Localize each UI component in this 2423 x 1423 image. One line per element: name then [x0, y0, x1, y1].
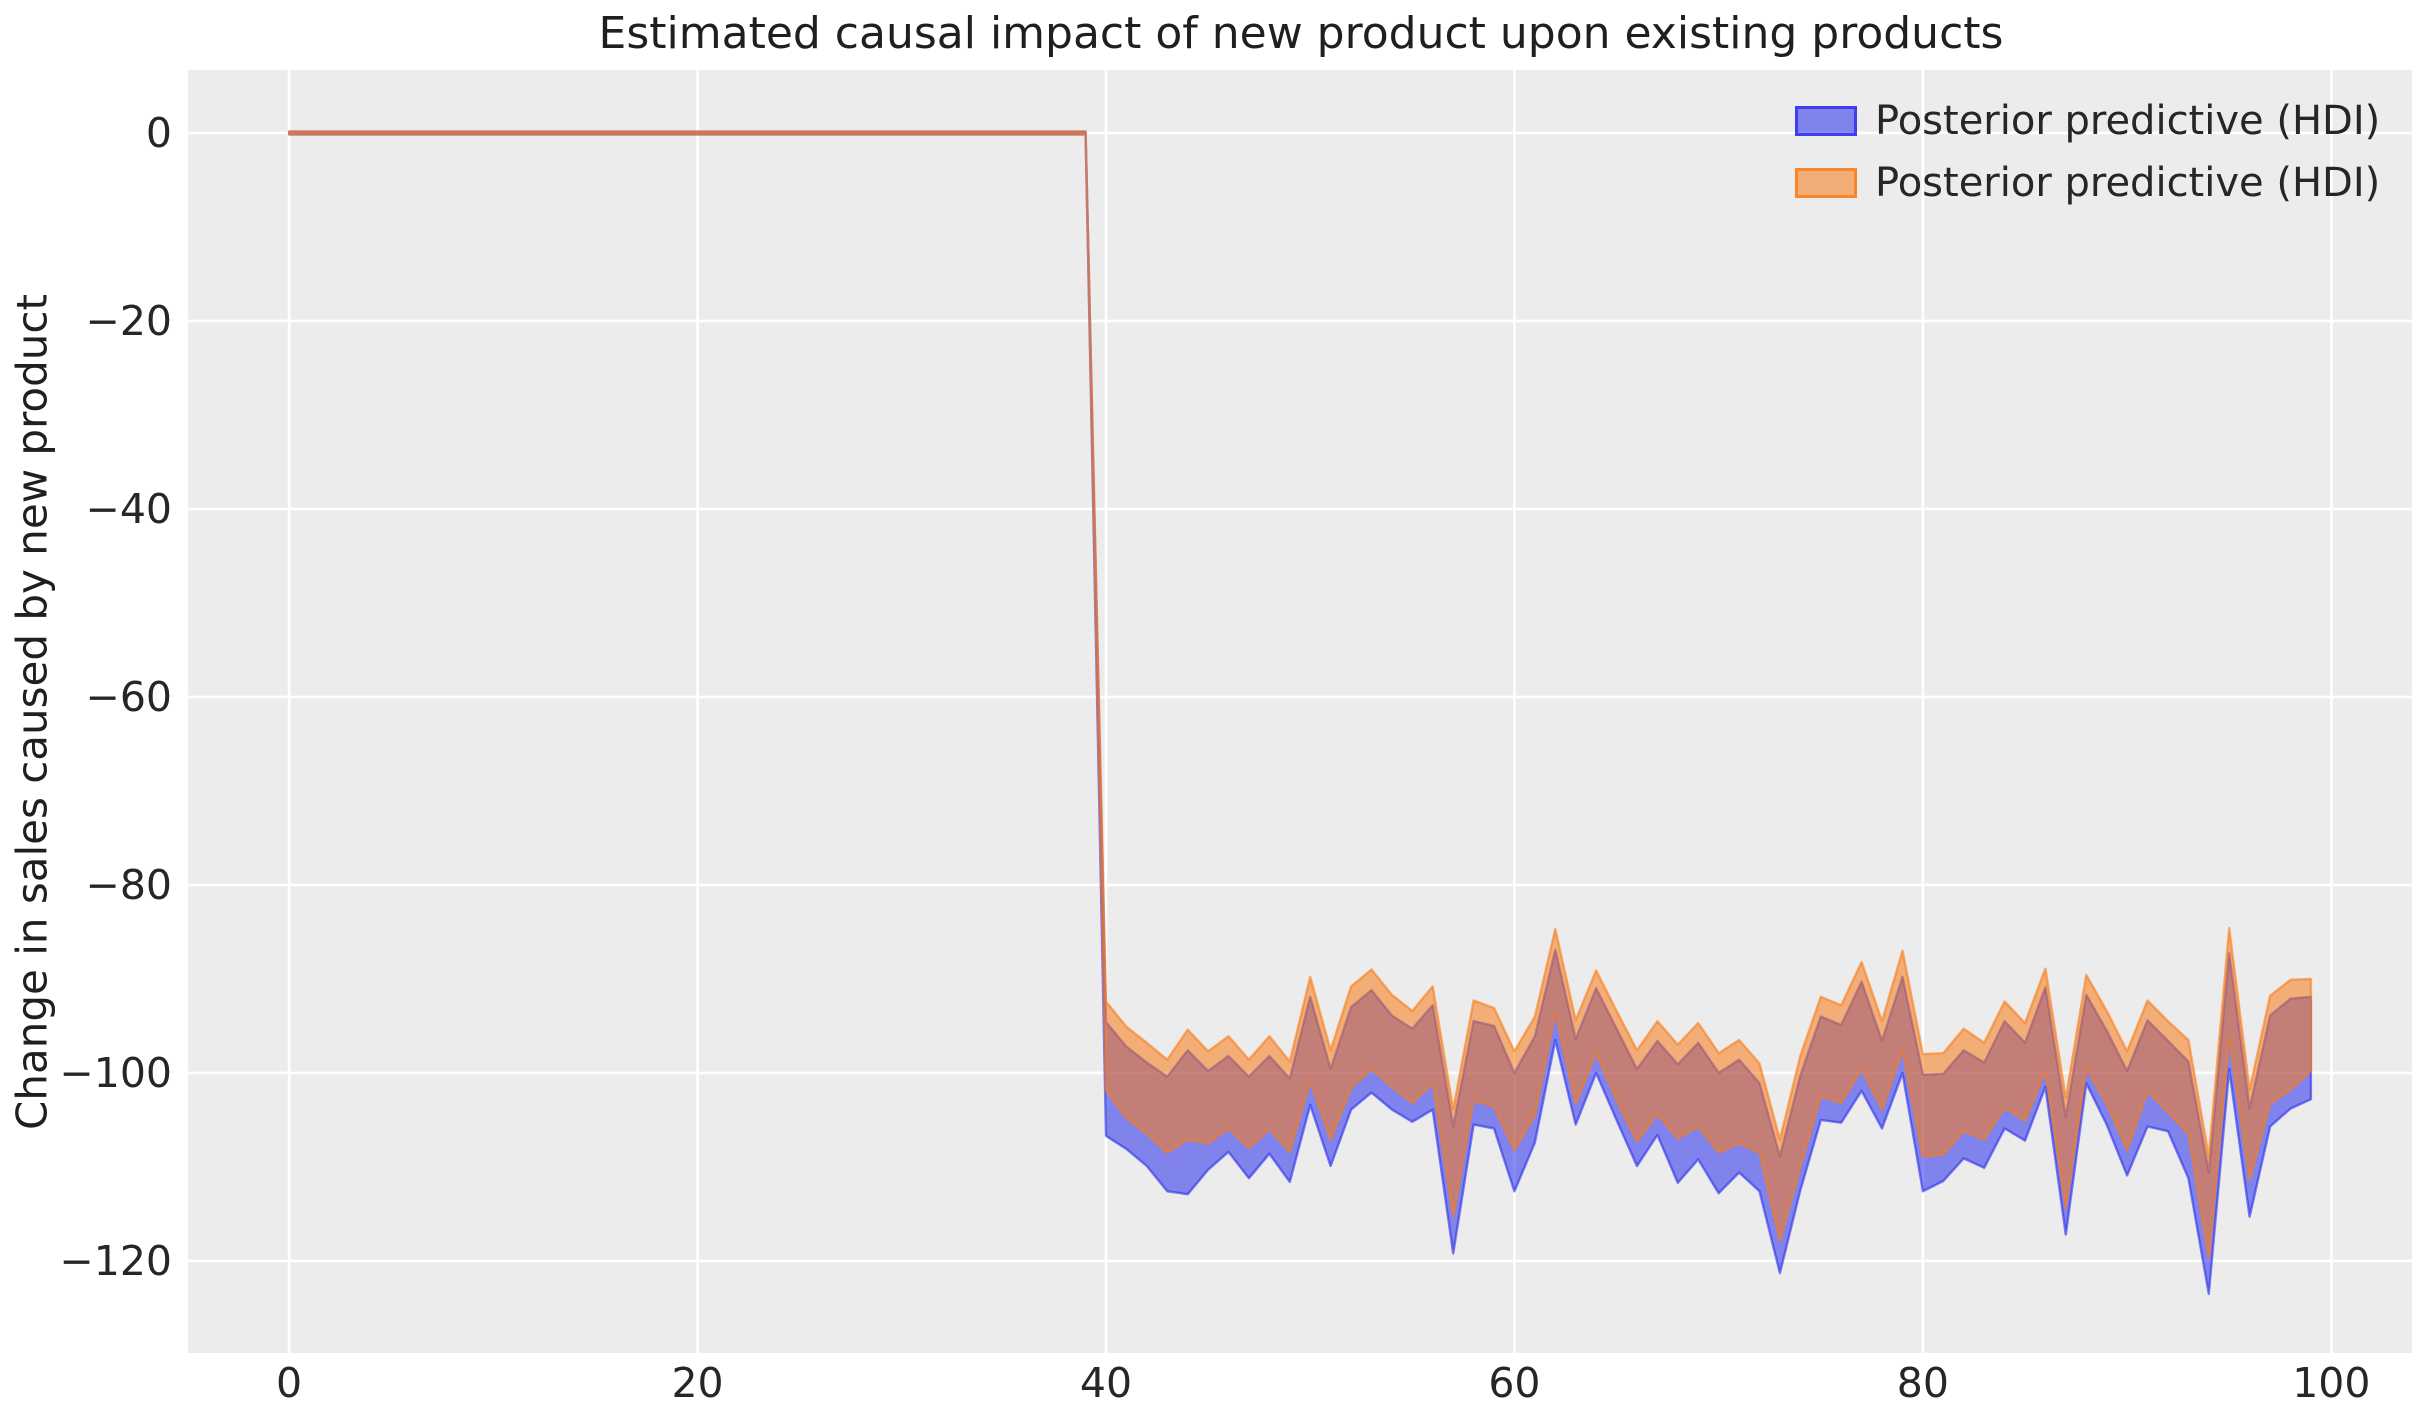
y-tick-label: 0	[145, 108, 172, 157]
legend-label: Posterior predictive (HDI)	[1875, 98, 2381, 144]
y-tick-label: −60	[85, 672, 172, 721]
x-tick-label: 60	[1488, 1359, 1541, 1407]
x-tick-label: 80	[1896, 1359, 1949, 1407]
x-tick-label: 40	[1079, 1359, 1133, 1407]
chart-title: Estimated causal impact of new product u…	[598, 8, 2004, 59]
orange-hdi-band	[287, 130, 2313, 1260]
legend-entry-orange-hdi: Posterior predictive (HDI)	[1795, 154, 2380, 212]
axes-background	[188, 70, 2412, 1353]
blue-hdi-swatch-icon	[1795, 106, 1857, 136]
legend-entry-blue-hdi: Posterior predictive (HDI)	[1795, 92, 2380, 150]
y-tick-label: −40	[85, 484, 172, 533]
orange-hdi-swatch-icon	[1795, 168, 1857, 198]
x-tick-label: 0	[276, 1359, 303, 1407]
legend-label: Posterior predictive (HDI)	[1875, 160, 2381, 206]
y-tick-label: −20	[85, 296, 172, 345]
x-tick-label: 20	[671, 1359, 724, 1407]
legend: Posterior predictive (HDI) Posterior pre…	[1795, 92, 2380, 212]
y-tick-label: −80	[85, 860, 172, 909]
y-tick-label: −100	[59, 1048, 172, 1097]
y-tick-label: −120	[59, 1236, 172, 1285]
x-tick-label: 100	[2292, 1359, 2371, 1407]
